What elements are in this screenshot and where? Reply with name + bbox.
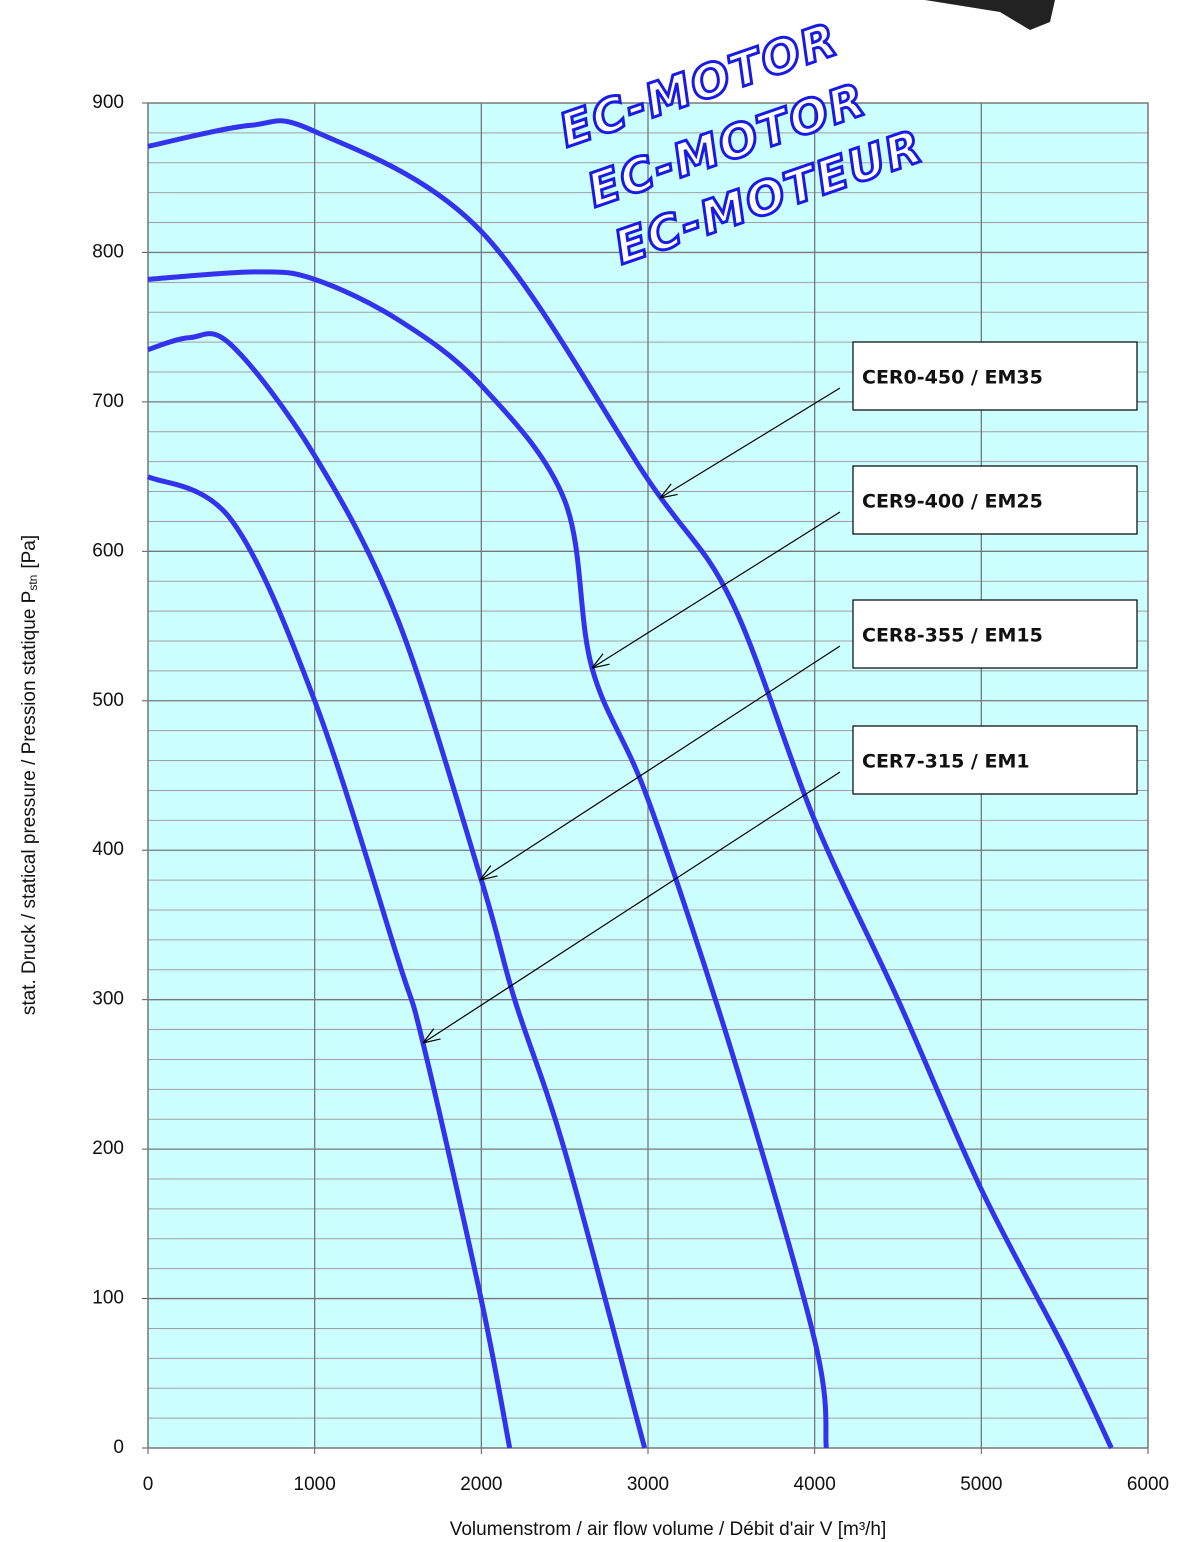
fan-curve	[146, 474, 513, 1449]
y-tick-label: 500	[92, 690, 124, 711]
x-tick-label: 6000	[1127, 1474, 1169, 1495]
arrow-line	[479, 645, 841, 881]
y-tick-label: 800	[92, 241, 124, 262]
label-box	[852, 465, 1138, 535]
arrow-head	[659, 483, 672, 499]
arrow-line	[659, 387, 841, 499]
y-axis-label-main: stat. Druck / statical pressure / Pressi…	[19, 591, 40, 1016]
arrow-head	[659, 493, 678, 499]
arrow-line	[591, 511, 841, 669]
y-tick-label: 0	[113, 1437, 124, 1458]
y-tick-label: 700	[92, 391, 124, 412]
x-tick-label: 3000	[627, 1474, 669, 1495]
label-box	[852, 725, 1138, 795]
plot-border	[147, 102, 1149, 1449]
arrow-head	[591, 663, 610, 669]
x-tick-label: 0	[143, 1474, 154, 1495]
y-tick-label: 400	[92, 839, 124, 860]
arrow-head	[479, 875, 498, 881]
arrow-head	[422, 1038, 441, 1044]
y-axis-label-sub: stn	[26, 575, 40, 591]
x-tick-label: 1000	[294, 1474, 336, 1495]
fan-curve	[147, 118, 1114, 1450]
x-tick-label: 2000	[460, 1474, 502, 1495]
y-axis-label: stat. Druck / statical pressure / Pressi…	[19, 535, 40, 1015]
y-axis-label-unit: [Pa]	[19, 535, 40, 569]
label-box	[852, 341, 1138, 411]
y-tick-label: 900	[92, 92, 124, 113]
product-image-fragment	[925, 0, 1055, 30]
label-box	[852, 599, 1138, 669]
y-tick-label: 600	[92, 540, 124, 561]
fan-curve	[147, 331, 648, 1449]
series-label: CER7-315 / EM1	[862, 751, 1030, 773]
y-tick-label: 100	[92, 1288, 124, 1309]
x-axis-label: Volumenstrom / air flow volume / Débit d…	[450, 1519, 887, 1540]
fan-curve	[147, 269, 829, 1449]
y-tick-label: 200	[92, 1138, 124, 1159]
series-label: CER0-450 / EM35	[862, 367, 1043, 389]
series-label: CER9-400 / EM25	[862, 491, 1043, 513]
arrow-head	[479, 865, 492, 881]
arrow-line	[422, 771, 841, 1044]
x-tick-label: 5000	[960, 1474, 1002, 1495]
arrow-head	[422, 1028, 435, 1044]
y-tick-label: 300	[92, 989, 124, 1010]
x-tick-label: 4000	[794, 1474, 836, 1495]
series-label: CER8-355 / EM15	[862, 625, 1043, 647]
arrow-head	[591, 653, 604, 669]
